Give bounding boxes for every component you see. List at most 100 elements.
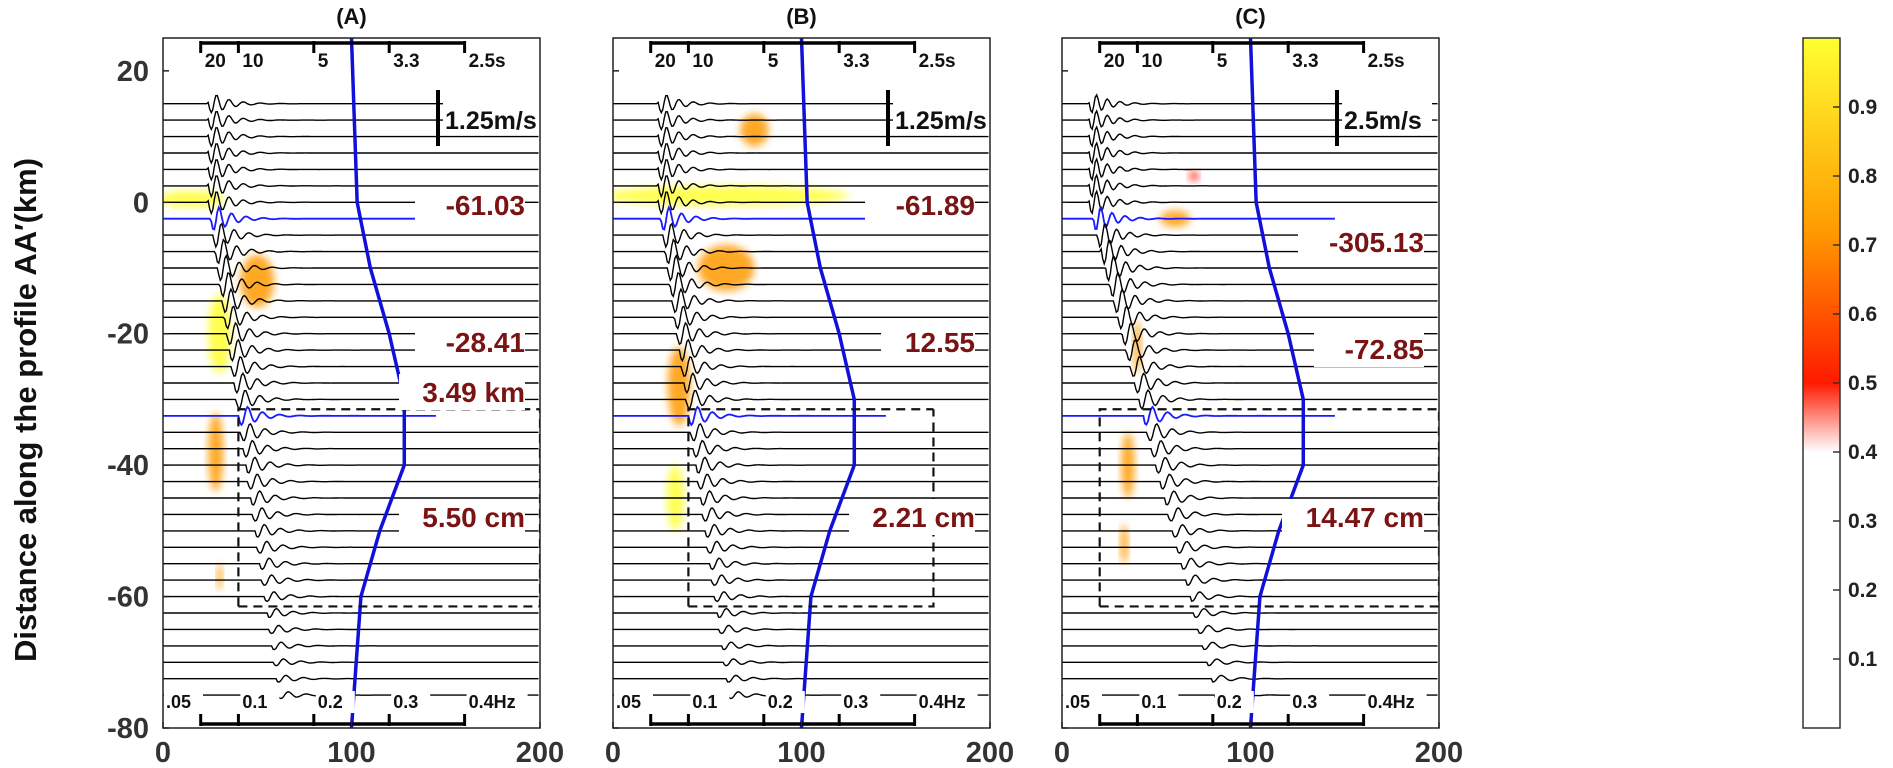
bottom-scale-bg <box>614 691 653 713</box>
bottom-scale-label: 0.2 <box>318 692 343 712</box>
seismic-trace <box>613 674 989 683</box>
top-scale-label: 5 <box>1217 51 1228 72</box>
seismic-trace <box>613 557 989 571</box>
seismic-trace <box>1062 440 1438 458</box>
seismic-trace <box>1062 372 1438 394</box>
bottom-scale-bg <box>690 691 730 713</box>
top-scale-label: 2.5s <box>469 51 506 72</box>
top-scale-label: 10 <box>1141 51 1162 72</box>
bottom-scale-label: 0.2 <box>1217 692 1242 712</box>
bottom-scale-bg <box>240 691 280 713</box>
annotation-bg <box>415 324 525 360</box>
bottom-scale-label: 0.3 <box>843 692 868 712</box>
seismic-trace <box>163 439 539 459</box>
bottom-scale-bg <box>164 691 203 713</box>
seismic-trace <box>1062 473 1438 490</box>
seismic-trace <box>1062 557 1438 570</box>
scale-bar-bg <box>443 100 540 134</box>
seismic-trace <box>613 175 989 199</box>
dashed-box <box>687 408 935 608</box>
seismic-trace <box>1062 457 1438 474</box>
envelope-curve <box>1248 38 1306 728</box>
heat-blob <box>1189 171 1199 181</box>
seismic-trace <box>163 456 539 474</box>
seismic-trace <box>163 607 539 619</box>
x-tick-label: 200 <box>966 737 1014 768</box>
scale-bar-label: 1.25m/s <box>445 107 537 135</box>
bottom-scale-label: 0.4Hz <box>1368 692 1415 712</box>
seismic-trace <box>163 143 539 165</box>
panel-2: -305.13 -72.85 14.47 cm 2.5m/s 20 10 5 3.3 2.5s.… <box>1054 4 1463 768</box>
colorbar-tick-label: 0.5 <box>1848 372 1878 395</box>
seismic-trace <box>163 624 539 635</box>
bottom-scale-bg <box>315 691 355 713</box>
seismic-trace <box>1062 287 1438 314</box>
annotation-value: 2.21 cm <box>872 502 975 533</box>
seismic-trace <box>163 641 539 651</box>
colorbar-tick-label: 0.9 <box>1848 96 1877 119</box>
annotation-bg <box>399 499 525 535</box>
panel-plot-area: -61.89 12.55 2.21 cm 1.25m/s 20 10 5 3.3 2.5s .05… <box>613 38 990 728</box>
x-tick-label: 100 <box>777 737 825 768</box>
panel-plot-area: -305.13 -72.85 14.47 cm 2.5m/s 20 10 5 3.3 2.5s.… <box>1062 38 1439 728</box>
annotation-value: 12.55 <box>905 327 975 358</box>
annotation-value: -61.89 <box>896 190 975 221</box>
bottom-scale-bg <box>1139 691 1179 713</box>
seismic-trace <box>163 591 539 603</box>
x-tick-label: 0 <box>155 737 171 768</box>
bottom-scale-label: 0.4Hz <box>469 692 516 712</box>
bottom-scale-bg <box>916 691 978 713</box>
annotation-value: -28.41 <box>446 327 525 358</box>
seismic-trace <box>1062 173 1438 199</box>
annotation-bg <box>881 324 975 360</box>
highlight-trace <box>1062 405 1335 426</box>
x-tick-label: 100 <box>327 737 375 768</box>
bottom-scale-bg <box>1290 691 1330 713</box>
top-scale-label: 5 <box>768 51 779 72</box>
seismic-trace <box>613 355 989 377</box>
heat-blob <box>1120 524 1128 564</box>
colorbar-tick-label: 0.2 <box>1848 579 1877 602</box>
seismic-trace <box>613 371 989 395</box>
panel-title: (C) <box>1235 4 1266 29</box>
annotation-bg <box>865 187 975 223</box>
annotation-bg <box>399 374 525 410</box>
seismic-trace <box>613 490 989 506</box>
top-scale-label: 2.5s <box>919 51 956 72</box>
seismic-trace <box>613 287 989 314</box>
bottom-scale-bg <box>1365 691 1427 713</box>
colorbar-tick-label: 0.8 <box>1848 165 1878 188</box>
seismic-trace <box>163 305 539 331</box>
seismic-trace <box>163 355 539 377</box>
heat-blob <box>740 113 769 147</box>
top-scale-label: 20 <box>205 51 226 72</box>
y-tick-label: 0 <box>133 187 149 219</box>
seismic-trace <box>163 175 539 199</box>
top-scale-label: 3.3 <box>843 51 869 72</box>
heat-blob <box>667 346 691 426</box>
seismic-trace <box>1062 674 1438 683</box>
top-scale-label: 20 <box>1104 51 1125 72</box>
seismic-trace <box>1062 304 1438 331</box>
panels: -61.03 -28.41 3.49 km 5.50 cm 1.25m/s 20 10 5 3.… <box>107 4 1463 768</box>
seismic-trace <box>163 238 539 265</box>
seismic-trace <box>613 422 989 442</box>
annotation-value: -61.03 <box>446 190 525 221</box>
annotation-value: -72.85 <box>1345 334 1424 365</box>
annotation-bg <box>1298 224 1424 260</box>
highlight-trace <box>163 405 436 427</box>
seismic-trace <box>613 238 989 265</box>
seismic-trace <box>613 624 989 635</box>
bottom-scale-label: 0.1 <box>692 692 717 712</box>
seismic-trace <box>163 222 539 249</box>
x-tick-label: 0 <box>1054 737 1070 768</box>
heat-blob <box>240 254 275 308</box>
bottom-scale-bg <box>466 691 528 713</box>
annotation-value: 5.50 cm <box>422 502 525 533</box>
colorbar: 0.1 0.2 0.3 0.4 0.5 0.6 0.7 0.8 0.9 <box>1802 37 1878 729</box>
bottom-scale-bg <box>1063 691 1102 713</box>
x-tick-label: 0 <box>605 737 621 768</box>
seismic-trace <box>1062 189 1438 216</box>
seismic-trace <box>1062 141 1438 165</box>
bottom-scale-bg <box>1214 691 1254 713</box>
